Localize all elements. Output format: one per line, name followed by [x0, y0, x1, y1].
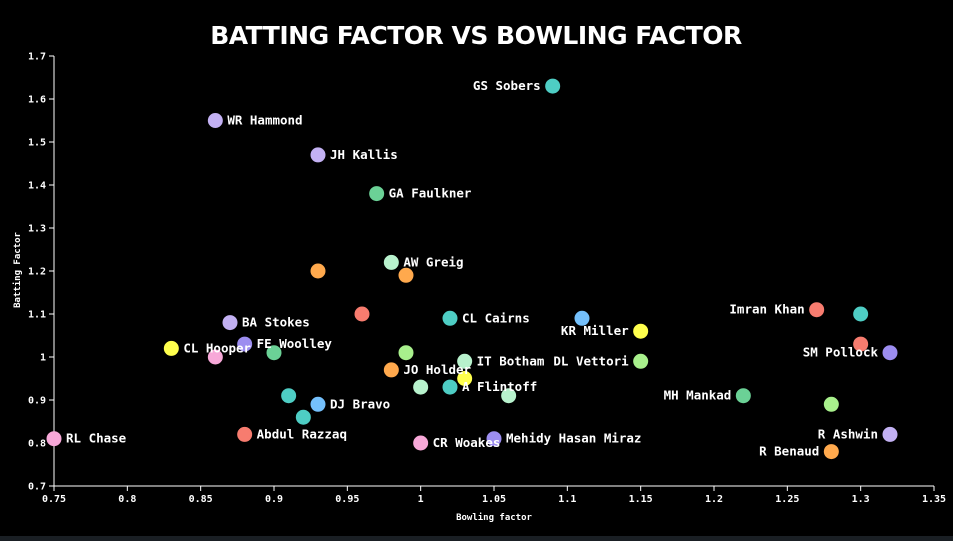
data-point: [413, 379, 429, 395]
data-point: [457, 353, 473, 369]
data-points: [46, 78, 898, 460]
x-tick-label: 0.95: [335, 494, 359, 505]
x-tick-label: 1.2: [705, 494, 723, 505]
point-label: DL Vettori: [553, 353, 629, 368]
x-tick-label: 0.8: [118, 494, 136, 505]
data-point: [369, 186, 385, 202]
data-point: [354, 306, 370, 322]
y-tick-label: 1.7: [28, 52, 46, 63]
point-label: Mehidy Hasan Miraz: [506, 431, 641, 446]
x-tick-label: 1.15: [629, 494, 653, 505]
point-label: DJ Bravo: [330, 396, 390, 411]
point-label: IT Botham: [477, 353, 545, 368]
bottom-strip: [0, 536, 953, 541]
data-point: [383, 362, 399, 378]
point-label: Abdul Razzaq: [257, 426, 347, 441]
x-tick-label: 0.85: [189, 494, 213, 505]
chart-title: BATTING FACTOR VS BOWLING FACTOR: [210, 21, 742, 50]
y-tick-label: 0.8: [28, 439, 46, 450]
y-ticks: 0.7 0.8 0.9 1 1.1 1.2 1.3 1.4 1.5 1.6 1.7: [28, 52, 54, 493]
data-point: [237, 426, 253, 442]
y-tick-label: 0.7: [28, 482, 46, 493]
data-point: [295, 409, 311, 425]
data-point: [383, 254, 399, 270]
point-label: GA Faulkner: [389, 186, 472, 201]
data-point: [501, 388, 517, 404]
point-label: AW Greig: [403, 254, 463, 269]
data-point: [281, 388, 297, 404]
x-tick-label: 0.75: [42, 494, 66, 505]
data-point: [237, 336, 253, 352]
point-label: CL Hooper: [183, 340, 251, 355]
data-point: [882, 426, 898, 442]
data-point: [266, 345, 282, 361]
y-axis-label: Batting Factor: [12, 231, 23, 307]
data-point: [207, 113, 223, 128]
y-tick-label: 1: [40, 353, 46, 364]
data-point: [442, 310, 458, 326]
data-point: [735, 388, 751, 404]
data-point: [853, 306, 869, 322]
data-point: [398, 267, 414, 283]
y-tick-label: 1.5: [28, 138, 46, 149]
data-point: [545, 78, 561, 94]
data-point: [398, 345, 414, 361]
data-point: [823, 396, 839, 412]
point-label: BA Stokes: [242, 315, 310, 330]
point-label: A Flintoff: [462, 379, 537, 394]
point-label: JO Holder: [403, 362, 471, 377]
data-point: [163, 340, 179, 356]
point-label: Imran Khan: [729, 302, 804, 317]
point-label: R Ashwin: [818, 426, 878, 441]
y-tick-label: 1.4: [28, 181, 46, 192]
data-point: [853, 336, 869, 352]
x-tick-label: 1.25: [775, 494, 799, 505]
x-tick-label: 1.05: [482, 494, 506, 505]
y-tick-label: 1.2: [28, 267, 46, 278]
x-tick-label: 1.3: [852, 494, 870, 505]
y-tick-label: 1.1: [28, 310, 46, 321]
data-point: [823, 444, 839, 460]
data-point: [46, 431, 62, 447]
point-label: JH Kallis: [330, 147, 398, 162]
y-tick-label: 1.3: [28, 224, 46, 235]
data-point: [207, 349, 223, 365]
point-labels: GS Sobers WR Hammond JH Kallis GA Faulkner A…: [66, 78, 878, 459]
x-axis-label: Bowling factor: [456, 512, 532, 523]
data-point: [457, 371, 473, 386]
x-tick-label: 0.9: [265, 494, 283, 505]
y-tick-label: 0.9: [28, 396, 46, 407]
data-point: [442, 379, 458, 395]
point-label: GS Sobers: [473, 78, 541, 93]
data-point: [809, 302, 825, 318]
x-tick-label: 1.1: [558, 494, 576, 505]
point-label: R Benaud: [759, 444, 819, 459]
y-tick-label: 1.6: [28, 95, 46, 106]
data-point: [222, 315, 238, 331]
data-point: [633, 353, 649, 369]
data-point: [310, 396, 326, 412]
data-point: [486, 431, 502, 447]
x-tick-label: 1.35: [922, 494, 946, 505]
point-label: KR Miller: [561, 323, 629, 338]
data-point: [413, 435, 429, 451]
data-point: [310, 263, 326, 279]
point-label: CR Woakes: [433, 435, 501, 450]
point-label: RL Chase: [66, 431, 127, 446]
point-label: WR Hammond: [227, 113, 302, 128]
point-label: CL Cairns: [462, 310, 530, 325]
point-label: FE Woolley: [257, 336, 333, 351]
data-point: [574, 310, 590, 326]
data-point: [633, 323, 649, 339]
data-point: [882, 345, 898, 361]
x-tick-label: 1: [418, 494, 424, 505]
point-label: MH Mankad: [664, 388, 732, 403]
point-label: SM Pollock: [803, 345, 879, 360]
data-point: [310, 147, 326, 163]
x-ticks: 0.75 0.8 0.85 0.9 0.95 1 1.05 1.1 1.15 1.2 1.25 1.3…: [42, 486, 946, 505]
axes: 0.75 0.8 0.85 0.9 0.95 1 1.05 1.1 1.15 1.2 1.25 1.3…: [28, 52, 946, 506]
